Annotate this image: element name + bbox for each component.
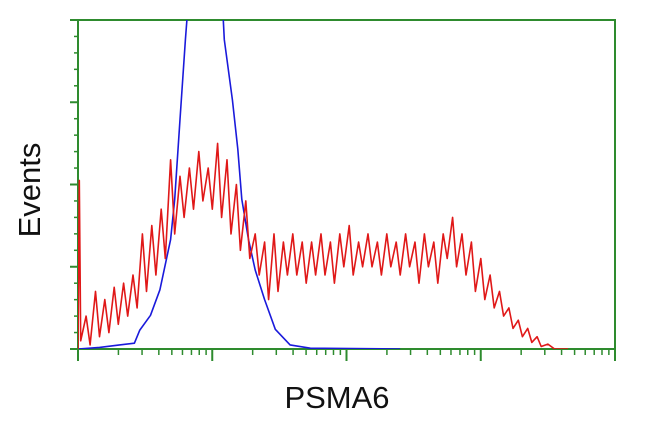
x-axis-label: PSMA6 [284, 380, 389, 415]
histogram-line [78, 142, 568, 349]
plot-frame [77, 19, 616, 350]
histogram-line [78, 20, 401, 349]
plot-area [78, 20, 568, 349]
y-axis-label: Events [12, 143, 47, 238]
